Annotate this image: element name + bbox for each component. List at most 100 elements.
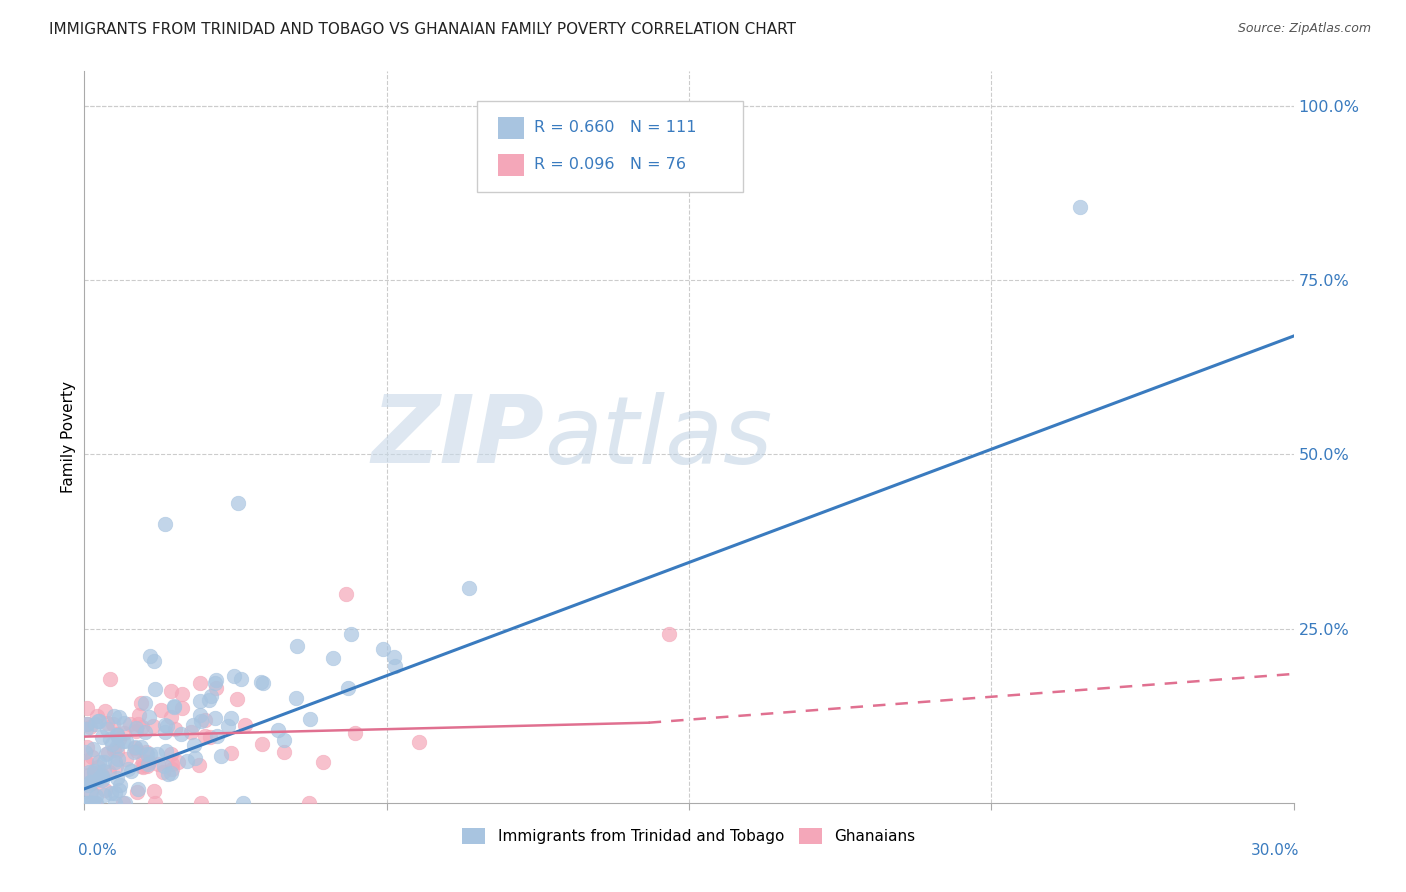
- Point: [284, 691, 307, 706]
- Point: [136, 747, 159, 762]
- Text: 0.0%: 0.0%: [79, 843, 117, 858]
- Point: [94, 783, 117, 797]
- Point: [114, 796, 136, 810]
- Point: [125, 721, 148, 735]
- Point: [118, 717, 141, 731]
- Point: [108, 779, 131, 793]
- Point: [155, 725, 177, 739]
- Text: R = 0.096   N = 76: R = 0.096 N = 76: [534, 157, 686, 172]
- Point: [75, 756, 97, 770]
- Point: [142, 654, 165, 668]
- Point: [105, 759, 128, 773]
- Point: [249, 675, 271, 690]
- Point: [163, 700, 186, 714]
- Text: ZIP: ZIP: [371, 391, 544, 483]
- Point: [184, 751, 207, 765]
- Point: [224, 668, 246, 682]
- Point: [107, 771, 129, 785]
- Point: [170, 687, 193, 701]
- Point: [138, 710, 160, 724]
- Point: [135, 745, 157, 759]
- Point: [86, 708, 108, 723]
- Point: [160, 762, 183, 776]
- Point: [94, 704, 117, 718]
- FancyBboxPatch shape: [478, 101, 744, 192]
- Point: [77, 778, 100, 792]
- Point: [153, 759, 176, 773]
- Point: [87, 760, 110, 774]
- Point: [190, 796, 212, 810]
- Point: [96, 722, 118, 736]
- Point: [384, 659, 406, 673]
- Point: [86, 714, 108, 728]
- Point: [142, 719, 165, 733]
- Text: R = 0.660   N = 111: R = 0.660 N = 111: [534, 120, 696, 136]
- Point: [188, 708, 211, 723]
- Point: [136, 759, 159, 773]
- Point: [127, 785, 149, 799]
- Point: [160, 766, 183, 780]
- Point: [127, 782, 149, 797]
- Point: [107, 752, 129, 766]
- Point: [112, 715, 135, 730]
- Point: [180, 724, 202, 739]
- Point: [87, 772, 110, 787]
- Point: [298, 796, 321, 810]
- Point: [105, 728, 128, 742]
- Point: [285, 639, 308, 653]
- Point: [170, 727, 193, 741]
- Point: [299, 713, 322, 727]
- Point: [84, 717, 107, 731]
- Point: [124, 740, 146, 755]
- Point: [340, 626, 363, 640]
- Point: [84, 796, 107, 810]
- Point: [125, 744, 148, 758]
- Point: [79, 796, 101, 810]
- Point: [79, 774, 101, 789]
- Point: [194, 713, 217, 727]
- Point: [80, 785, 103, 799]
- Point: [104, 756, 127, 770]
- Point: [93, 764, 115, 779]
- Point: [98, 673, 121, 687]
- Point: [101, 737, 124, 751]
- Point: [138, 755, 160, 769]
- Point: [226, 496, 249, 510]
- Point: [160, 747, 183, 761]
- Point: [181, 717, 204, 731]
- Point: [107, 731, 129, 746]
- Point: [91, 769, 114, 783]
- Point: [153, 517, 176, 532]
- Y-axis label: Family Poverty: Family Poverty: [60, 381, 76, 493]
- Point: [93, 756, 115, 770]
- Point: [176, 754, 198, 768]
- Point: [194, 729, 217, 743]
- Point: [143, 681, 166, 696]
- Text: Source: ZipAtlas.com: Source: ZipAtlas.com: [1237, 22, 1371, 36]
- Point: [104, 796, 127, 810]
- Point: [103, 709, 125, 723]
- Text: IMMIGRANTS FROM TRINIDAD AND TOBAGO VS GHANAIAN FAMILY POVERTY CORRELATION CHART: IMMIGRANTS FROM TRINIDAD AND TOBAGO VS G…: [49, 22, 796, 37]
- Point: [188, 758, 211, 772]
- Point: [159, 684, 181, 698]
- Point: [312, 755, 335, 769]
- Point: [250, 737, 273, 751]
- Legend: Immigrants from Trinidad and Tobago, Ghanaians: Immigrants from Trinidad and Tobago, Gha…: [457, 822, 921, 850]
- Point: [149, 703, 172, 717]
- Point: [165, 722, 187, 736]
- Point: [90, 769, 112, 783]
- Point: [100, 786, 122, 800]
- Point: [76, 701, 98, 715]
- Point: [105, 743, 128, 757]
- Point: [658, 626, 681, 640]
- Point: [153, 717, 176, 731]
- Point: [273, 732, 295, 747]
- Point: [97, 765, 120, 780]
- Point: [252, 676, 274, 690]
- Point: [112, 726, 135, 740]
- Point: [273, 745, 295, 759]
- Point: [89, 714, 111, 728]
- Point: [97, 746, 120, 760]
- Point: [156, 719, 179, 733]
- Point: [112, 733, 135, 747]
